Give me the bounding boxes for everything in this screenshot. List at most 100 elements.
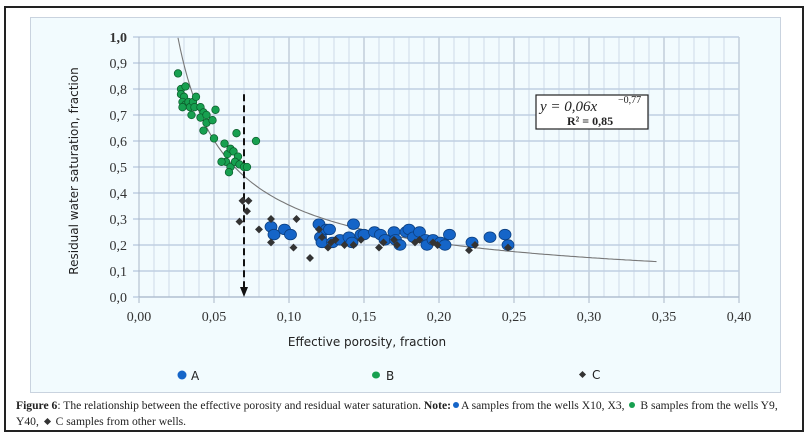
point-c [315,225,323,234]
y-tick-label: 0,6 [110,135,128,150]
arrow-head-icon [240,287,248,297]
note-label: Note: [423,399,451,412]
point-c [390,235,398,244]
point-b [178,103,187,112]
point-b [187,110,196,120]
point-b [181,82,190,91]
x-tick-label: 0,30 [577,310,602,325]
legend: A B C [177,368,600,383]
legend-item-b: B [372,369,394,383]
point-c [349,241,358,249]
point-c [393,241,401,249]
point-c [324,243,332,252]
x-tick-labels: 0,00 0,05 0,10 0,15 0,20 0,25 0,30 0,35 0,40 [127,310,752,325]
y-tick-label: 0,2 [110,239,128,254]
figure-label: Figure 6 [16,399,58,412]
point-b [251,136,261,146]
point-b [224,168,234,177]
point-c [340,241,349,249]
y-tick-label: 1,0 [110,31,128,46]
point-b [220,139,229,148]
equation-text: y = 0,06x [538,99,598,115]
r-squared-text: R² = 0,85 [567,114,613,128]
x-tick-label: 0,35 [652,310,677,325]
cutoff-arrow [240,94,248,297]
note-marker-c-icon [43,417,51,425]
point-c [243,207,251,216]
point-c [238,196,247,205]
equation-box-border [535,94,649,130]
point-b [217,157,226,166]
point-a [323,223,336,236]
point-c [375,243,383,252]
point-b [209,134,219,143]
x-tick-label: 0,10 [277,310,302,325]
chart-area [30,17,781,393]
x-tick-label: 0,05 [202,310,227,325]
y-tick-label: 0,0 [110,291,128,306]
point-b [191,92,201,101]
x-axis-label: Effective porosity, fraction [288,335,446,349]
point-a [347,218,360,230]
legend-label-a: A [191,369,200,383]
legend-label-b: B [386,369,394,383]
legend-label-c: C [592,368,600,382]
point-a [284,228,297,241]
note-b-text: B samples from the wells Y9, Y40, [16,399,778,428]
point-c [433,241,442,249]
y-tick-label: 0,5 [110,161,128,176]
y-tick-label: 0,1 [110,265,128,280]
point-b [211,105,220,114]
note-marker-b-icon [629,402,636,409]
point-c [357,235,365,244]
point-c [255,225,263,234]
point-c [379,238,388,247]
y-tick-label: 0,8 [110,83,128,98]
point-c [465,246,473,255]
series-c-points [235,196,512,262]
point-b [242,162,252,172]
point-a [498,228,512,241]
point-c [289,243,298,252]
point-c [292,215,301,223]
point-c [267,238,275,247]
series-b-points [173,69,261,177]
x-tick-label: 0,15 [352,310,377,325]
axes [138,37,739,298]
point-c [331,235,340,244]
point-c [235,217,244,226]
point-c [244,196,253,205]
grid [133,36,740,303]
point-b [173,69,183,78]
point-b [208,116,217,125]
legend-item-a: A [177,369,200,383]
point-c [318,233,326,242]
note-c-text: C samples from other wells. [52,415,187,428]
point-a [483,231,497,243]
note-marker-a-icon [452,402,459,409]
legend-marker-c [578,370,587,379]
x-tick-label: 0,20 [427,310,452,325]
x-tick-label: 0,25 [502,310,527,325]
y-axis-label: Residual water saturation, fraction [67,67,81,274]
point-a [267,228,281,241]
point-c [471,241,479,249]
note-a-text: A samples from the wells X10, X3, [460,399,628,412]
point-c [267,215,275,223]
point-c [306,254,314,262]
equation-exponent: −0,77 [618,95,641,106]
y-tick-label: 0,4 [110,187,128,202]
point-c [504,243,512,252]
point-b [229,147,238,156]
x-tick-label: 0,40 [727,310,752,325]
legend-marker-b [372,371,380,379]
point-b [232,129,241,138]
legend-marker-a [177,370,187,380]
point-a [443,228,456,241]
y-tick-label: 0,7 [110,109,128,124]
caption-text: : The relationship between the effective… [57,399,424,412]
point-b [202,110,211,120]
point-b [199,126,208,135]
figure-caption: Figure 6: The relationship between the e… [16,398,801,430]
